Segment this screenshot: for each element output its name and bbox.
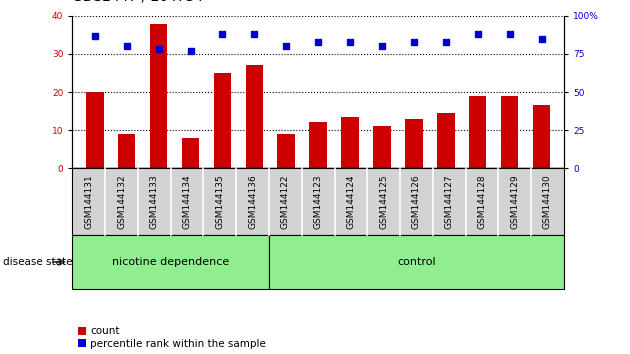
Bar [533, 105, 550, 168]
Bar [214, 73, 231, 168]
Text: GSM144122: GSM144122 [281, 175, 290, 229]
Text: GSM144134: GSM144134 [183, 175, 192, 229]
Text: GSM144136: GSM144136 [248, 175, 257, 229]
Bar [309, 122, 327, 168]
Bar [86, 92, 103, 168]
Text: GSM144128: GSM144128 [478, 175, 486, 229]
Text: GSM144126: GSM144126 [412, 175, 421, 229]
Text: GSM144125: GSM144125 [379, 175, 388, 229]
Bar [437, 113, 455, 168]
Text: nicotine dependence: nicotine dependence [112, 257, 229, 267]
Text: disease state: disease state [3, 257, 72, 267]
Legend: count, percentile rank within the sample: count, percentile rank within the sample [77, 326, 266, 349]
Bar [405, 119, 423, 168]
Bar [373, 126, 391, 168]
Text: GSM144131: GSM144131 [84, 175, 93, 229]
Bar [277, 134, 295, 168]
Bar [118, 134, 135, 168]
Bar [150, 23, 168, 168]
Bar [181, 138, 199, 168]
Text: GSM144132: GSM144132 [117, 175, 126, 229]
Text: GSM144127: GSM144127 [445, 175, 454, 229]
Bar [501, 96, 518, 168]
Text: control: control [397, 257, 436, 267]
Bar [341, 117, 359, 168]
Text: GSM144129: GSM144129 [510, 175, 519, 229]
Text: GSM144124: GSM144124 [346, 175, 355, 229]
Bar [469, 96, 486, 168]
Text: GSM144135: GSM144135 [215, 175, 224, 229]
Text: GSM144133: GSM144133 [150, 175, 159, 229]
Bar [246, 65, 263, 168]
Text: GSM144123: GSM144123 [314, 175, 323, 229]
Text: GDS2447 / 204734: GDS2447 / 204734 [72, 0, 203, 4]
Text: GSM144130: GSM144130 [543, 175, 552, 229]
